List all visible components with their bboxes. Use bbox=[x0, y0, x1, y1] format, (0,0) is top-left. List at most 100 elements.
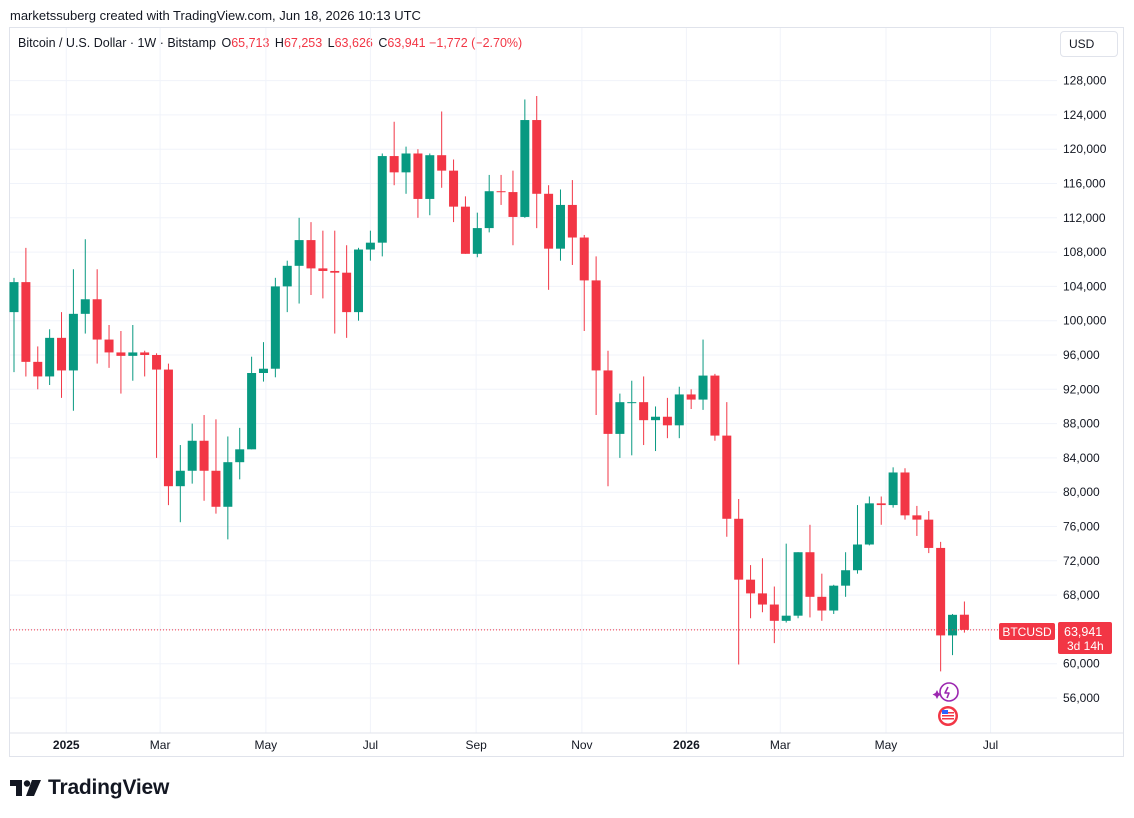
tradingview-logo-icon bbox=[10, 780, 41, 796]
y-tick-label: 104,000 bbox=[1063, 279, 1107, 293]
candle-body bbox=[627, 402, 637, 404]
time-axis: 2025 Mar May Jul Sep Nov 2026 Mar May Jul bbox=[10, 732, 1123, 752]
candle-body bbox=[45, 337, 55, 377]
y-tick-label: 84,000 bbox=[1063, 451, 1100, 465]
x-tick-label: May bbox=[255, 738, 278, 752]
price-tag-countdown: 3d 14h bbox=[1067, 639, 1104, 653]
candle-body bbox=[223, 462, 233, 507]
currency-button[interactable]: USD bbox=[1060, 31, 1118, 57]
y-tick-label: 88,000 bbox=[1063, 417, 1100, 431]
candle-body bbox=[662, 416, 672, 426]
y-tick-label: 100,000 bbox=[1063, 314, 1107, 328]
candle-body bbox=[841, 570, 851, 586]
candle-body bbox=[140, 352, 150, 355]
legend-close-value: 63,941 bbox=[387, 36, 426, 50]
x-tick-label: Jul bbox=[363, 738, 378, 752]
candle-body bbox=[211, 470, 221, 507]
y-tick-label: 72,000 bbox=[1063, 554, 1100, 568]
candle-body bbox=[270, 286, 280, 369]
candle-body bbox=[603, 370, 613, 434]
candle-body bbox=[852, 544, 862, 571]
candle-body bbox=[508, 192, 518, 217]
candle-body bbox=[520, 120, 530, 217]
candle-body bbox=[484, 191, 494, 229]
candle-body bbox=[401, 153, 411, 173]
candle-body bbox=[532, 120, 542, 194]
candle-body bbox=[57, 337, 67, 371]
y-tick-label: 124,000 bbox=[1063, 108, 1107, 122]
x-tick-label: Mar bbox=[770, 738, 791, 752]
y-tick-label: 120,000 bbox=[1063, 142, 1107, 156]
price-tag-symbol: BTCUSD bbox=[1002, 625, 1052, 639]
candle-body bbox=[615, 402, 625, 434]
legend-low-label: L bbox=[327, 36, 335, 50]
grid-lines bbox=[10, 28, 1057, 733]
x-tick-label: Nov bbox=[571, 738, 592, 752]
candle-body bbox=[864, 503, 874, 545]
y-tick-label: 92,000 bbox=[1063, 382, 1100, 396]
candle-body bbox=[187, 440, 197, 471]
candle-body bbox=[377, 156, 387, 243]
candle-body bbox=[437, 155, 447, 171]
candle-body bbox=[722, 435, 732, 519]
price-tag-price: 63,941 bbox=[1064, 625, 1102, 639]
x-tick-label: Mar bbox=[150, 738, 171, 752]
candle-body bbox=[817, 596, 827, 611]
candle-body bbox=[163, 369, 173, 487]
y-tick-label: 108,000 bbox=[1063, 245, 1107, 259]
candle-body bbox=[354, 249, 364, 313]
candle-body bbox=[746, 579, 756, 594]
candle-body bbox=[175, 470, 185, 487]
tradingview-brand[interactable]: TradingView bbox=[10, 776, 169, 800]
candle-body bbox=[924, 519, 934, 548]
candle-body bbox=[413, 153, 423, 199]
candle-body bbox=[472, 228, 482, 254]
candle-body bbox=[330, 270, 340, 273]
ai-sparkle-icon[interactable] bbox=[932, 682, 959, 702]
candle-body bbox=[306, 240, 316, 269]
candle-body bbox=[651, 416, 661, 421]
candle-body bbox=[282, 265, 292, 287]
us-flag-event-icon[interactable] bbox=[938, 706, 958, 726]
candle-body bbox=[936, 547, 946, 636]
tradingview-wordmark: TradingView bbox=[48, 776, 170, 799]
candle-body bbox=[734, 518, 744, 580]
candle-body bbox=[68, 313, 78, 371]
candle-body bbox=[829, 585, 839, 611]
x-tick-label: Jul bbox=[983, 738, 998, 752]
candle-body bbox=[199, 440, 209, 471]
candle-body bbox=[757, 593, 767, 605]
candle-body bbox=[567, 204, 577, 238]
candle-body bbox=[686, 394, 696, 400]
chart-frame bbox=[9, 27, 1124, 757]
candle-body bbox=[104, 339, 114, 353]
y-tick-label: 60,000 bbox=[1063, 657, 1100, 671]
candle-body bbox=[235, 449, 245, 463]
legend-close-label: C bbox=[378, 36, 388, 50]
candle-body bbox=[674, 394, 684, 426]
candle-body bbox=[247, 373, 257, 450]
y-tick-label: 112,000 bbox=[1063, 211, 1106, 225]
candle-body bbox=[793, 552, 803, 616]
legend-open-value: 65,713 bbox=[231, 36, 270, 50]
candle-body bbox=[80, 299, 90, 314]
candle-body bbox=[959, 614, 969, 630]
candle-body bbox=[152, 355, 162, 370]
candle-body bbox=[460, 206, 470, 254]
candle-body bbox=[591, 280, 601, 371]
candle-body bbox=[92, 299, 102, 340]
x-tick-label: Sep bbox=[465, 738, 487, 752]
candle-body bbox=[710, 375, 720, 436]
legend-symbol: Bitcoin / U.S. Dollar · 1W · Bitstamp bbox=[18, 36, 216, 50]
candle-body bbox=[294, 240, 304, 266]
x-tick-label: 2025 bbox=[53, 738, 80, 752]
candle-body bbox=[496, 191, 506, 193]
y-tick-label: 76,000 bbox=[1063, 520, 1100, 534]
legend-low-value: 63,626 bbox=[334, 36, 373, 50]
candle-body bbox=[9, 282, 19, 313]
chart-attribution: marketssuberg created with TradingView.c… bbox=[10, 8, 421, 23]
y-tick-label: 80,000 bbox=[1063, 485, 1100, 499]
candle-body bbox=[769, 604, 779, 621]
candle-body bbox=[876, 503, 886, 506]
